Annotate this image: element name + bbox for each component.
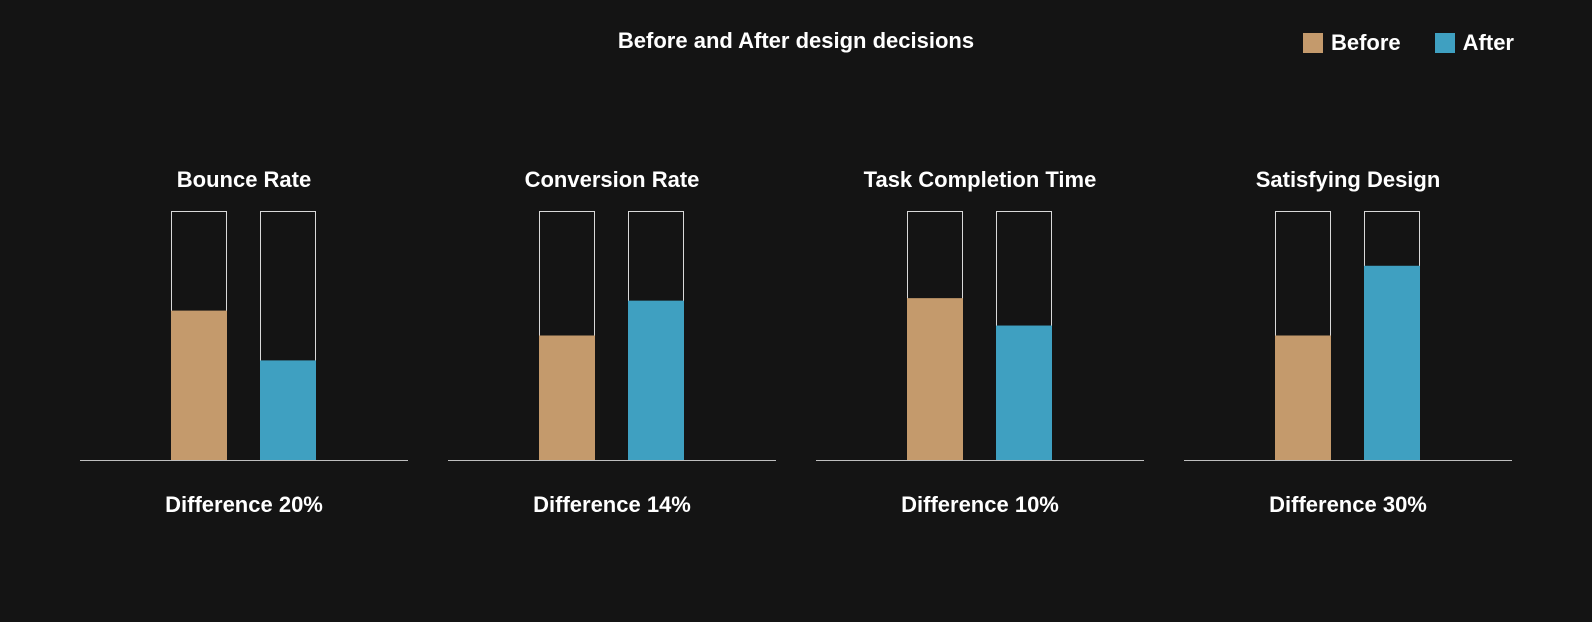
bar-after bbox=[996, 325, 1052, 460]
panel-title: Bounce Rate bbox=[177, 167, 311, 192]
panel-title: Task Completion Time bbox=[864, 167, 1097, 192]
bar-before bbox=[907, 298, 963, 460]
legend-label-after: After bbox=[1462, 30, 1514, 55]
legend-item-after: After bbox=[1434, 30, 1514, 56]
bar-before bbox=[171, 310, 227, 460]
bar-after bbox=[628, 300, 684, 460]
legend-item-before: Before bbox=[1302, 30, 1401, 56]
bar-after bbox=[260, 360, 316, 460]
bar-after bbox=[1364, 265, 1420, 460]
bar-before bbox=[539, 335, 595, 460]
panel-title: Conversion Rate bbox=[525, 167, 700, 192]
difference-label: Difference 10% bbox=[901, 492, 1059, 517]
difference-label: Difference 20% bbox=[165, 492, 323, 517]
legend-swatch-after bbox=[1434, 33, 1455, 53]
panel-title: Satisfying Design bbox=[1256, 167, 1441, 192]
legend-label-before: Before bbox=[1330, 30, 1401, 55]
bar-before bbox=[1275, 335, 1331, 460]
difference-label: Difference 14% bbox=[533, 492, 691, 517]
legend: Before After bbox=[1302, 30, 1514, 56]
legend-swatch-before bbox=[1302, 33, 1323, 53]
chart-title: Before and After design decisions bbox=[617, 28, 975, 53]
difference-label: Difference 30% bbox=[1269, 492, 1427, 517]
